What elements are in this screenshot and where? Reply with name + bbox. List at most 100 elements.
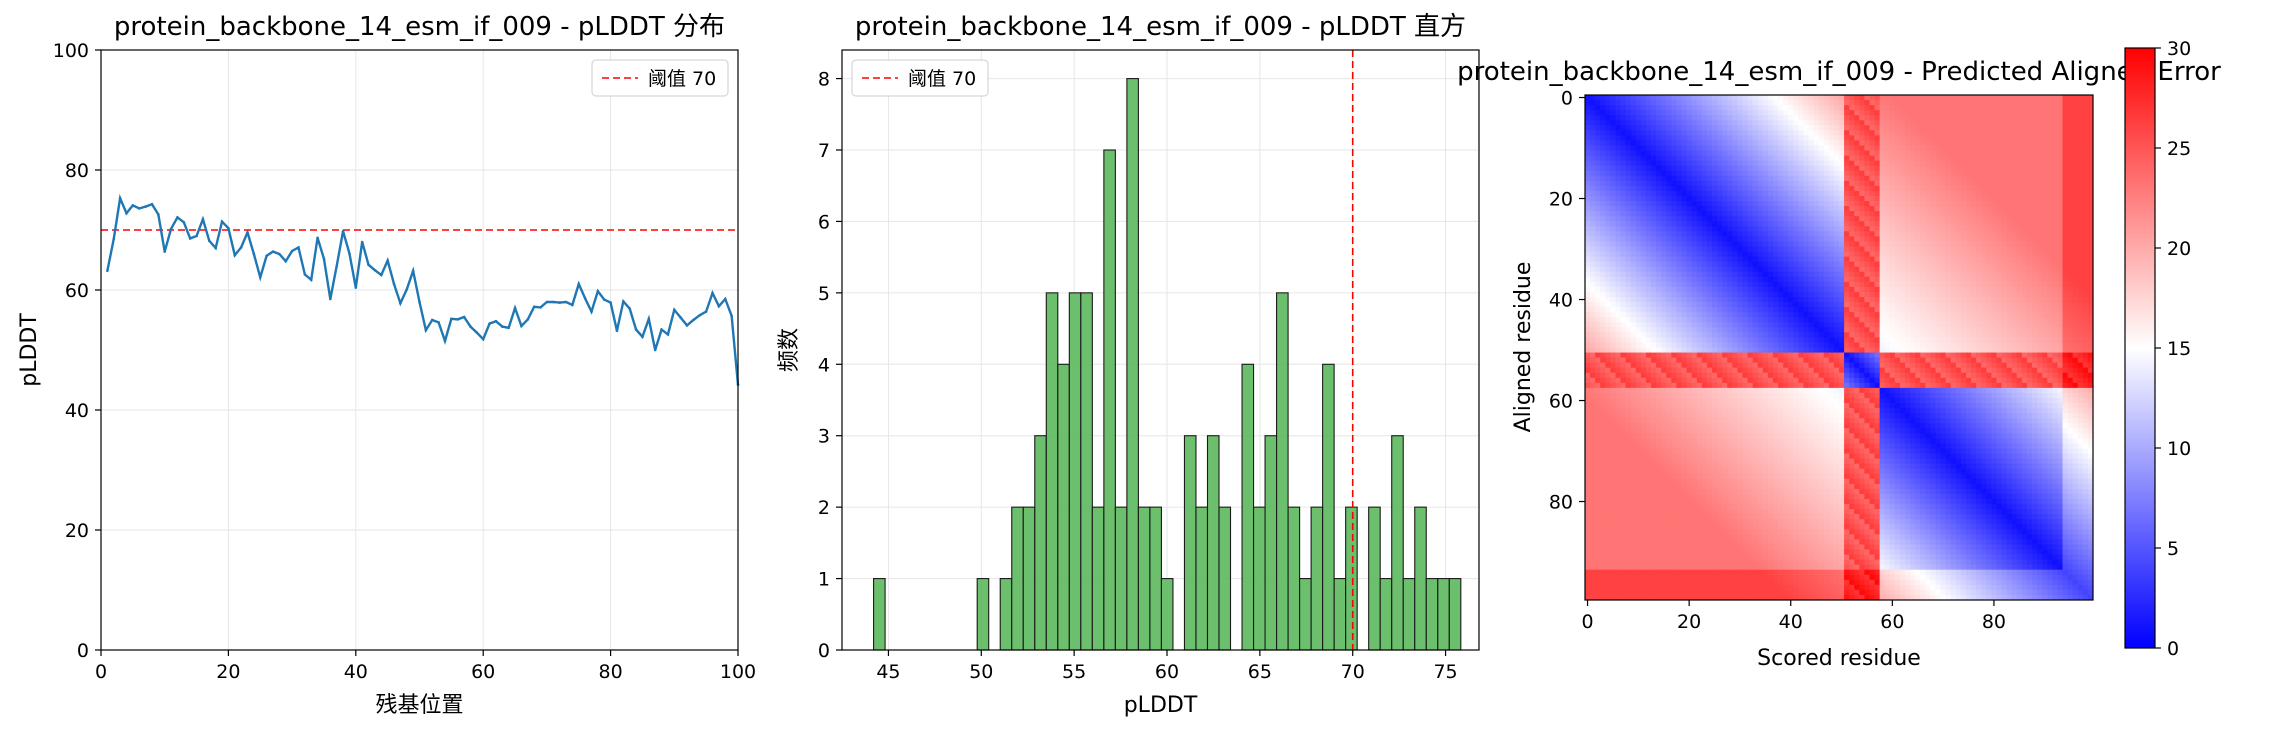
heatmap-cell	[2027, 140, 2032, 145]
plot-area	[101, 50, 738, 650]
heatmap-cell	[1610, 247, 1615, 252]
x-tick-label: 50	[969, 661, 993, 683]
heatmap-cell	[1986, 100, 1991, 105]
heatmap-cell	[1768, 327, 1773, 332]
heatmap-cell	[2017, 130, 2022, 135]
heatmap-cell	[1732, 125, 1737, 130]
heatmap-cell	[1803, 151, 1808, 156]
heatmap-cell	[1793, 317, 1798, 322]
heatmap-cell	[1605, 302, 1610, 307]
heatmap-cell	[1920, 262, 1925, 267]
heatmap-cell	[1621, 151, 1626, 156]
heatmap-cell	[1941, 181, 1946, 186]
heatmap-cell	[2073, 292, 2078, 297]
heatmap-cell	[1727, 120, 1732, 125]
heatmap-cell	[1727, 252, 1732, 257]
heatmap-cell	[1651, 211, 1656, 216]
heatmap-cell	[2063, 292, 2068, 297]
heatmap-cell	[2083, 272, 2088, 277]
heatmap-cell	[1661, 216, 1666, 221]
heatmap-cell	[1753, 206, 1758, 211]
heatmap-cell	[1996, 156, 2001, 161]
heatmap-cell	[1966, 206, 1971, 211]
heatmap-cell	[1702, 292, 1707, 297]
heatmap-cell	[1864, 211, 1869, 216]
heatmap-cell	[1737, 146, 1742, 151]
heatmap-cell	[2032, 146, 2037, 151]
heatmap-cell	[1605, 292, 1610, 297]
heatmap-cell	[1661, 257, 1666, 262]
heatmap-cell	[1880, 247, 1885, 252]
heatmap-cell	[2042, 140, 2047, 145]
heatmap-cell	[1702, 317, 1707, 322]
heatmap-cell	[1732, 156, 1737, 161]
heatmap-cell	[1880, 241, 1885, 246]
heatmap-cell	[2007, 257, 2012, 262]
heatmap-cell	[1595, 171, 1600, 176]
heatmap-cell	[1778, 186, 1783, 191]
heatmap-cell	[1778, 332, 1783, 337]
heatmap-cell	[1692, 297, 1697, 302]
line-point	[405, 288, 408, 291]
heatmap-cell	[2063, 247, 2068, 252]
heatmap-cell	[1875, 181, 1880, 186]
heatmap-cell	[1819, 146, 1824, 151]
heatmap-cell	[1849, 135, 1854, 140]
heatmap-cell	[1976, 247, 1981, 252]
heatmap-cell	[1651, 226, 1656, 231]
heatmap-cell	[1671, 176, 1676, 181]
heatmap-cell	[1605, 247, 1610, 252]
heatmap-cell	[1915, 191, 1920, 196]
heatmap-cell	[1778, 287, 1783, 292]
heatmap-cell	[2057, 201, 2062, 206]
heatmap-cell	[1910, 312, 1915, 317]
heatmap-cell	[1676, 252, 1681, 257]
heatmap-cell	[1824, 130, 1829, 135]
heatmap-cell	[2073, 327, 2078, 332]
heatmap-cell	[1646, 211, 1651, 216]
heatmap-cell	[1727, 171, 1732, 176]
heatmap-cell	[1859, 307, 1864, 312]
heatmap-cell	[1697, 206, 1702, 211]
heatmap-cell	[1631, 95, 1636, 100]
heatmap-cell	[2017, 191, 2022, 196]
heatmap-cell	[1859, 151, 1864, 156]
heatmap-cell	[2042, 211, 2047, 216]
line-point	[335, 265, 338, 268]
heatmap-cell	[1849, 247, 1854, 252]
heatmap-cell	[1920, 322, 1925, 327]
heatmap-cell	[1971, 130, 1976, 135]
heatmap-cell	[1595, 307, 1600, 312]
heatmap-cell	[1844, 262, 1849, 267]
heatmap-cell	[1839, 297, 1844, 302]
heatmap-cell	[1595, 191, 1600, 196]
heatmap-cell	[1803, 181, 1808, 186]
heatmap-cell	[1732, 216, 1737, 221]
heatmap-cell	[2037, 312, 2042, 317]
heatmap-cell	[1819, 206, 1824, 211]
heatmap-cell	[2057, 191, 2062, 196]
heatmap-cell	[1742, 156, 1747, 161]
heatmap-cell	[1819, 327, 1824, 332]
heatmap-cell	[1773, 125, 1778, 130]
heatmap-cell	[1671, 322, 1676, 327]
heatmap-cell	[1773, 327, 1778, 332]
heatmap-cell	[1798, 297, 1803, 302]
heatmap-cell	[1590, 171, 1595, 176]
heatmap-cell	[1915, 196, 1920, 201]
heatmap-cell	[1910, 115, 1915, 120]
heatmap-cell	[1707, 332, 1712, 337]
heatmap-cell	[2027, 287, 2032, 292]
heatmap-cell	[1859, 231, 1864, 236]
heatmap-cell	[1961, 161, 1966, 166]
heatmap-cell	[1859, 272, 1864, 277]
heatmap-cell	[1864, 302, 1869, 307]
heatmap-cell	[1778, 257, 1783, 262]
heatmap-cell	[1758, 221, 1763, 226]
heatmap-cell	[1717, 161, 1722, 166]
heatmap-cell	[2042, 146, 2047, 151]
heatmap-cell	[1763, 130, 1768, 135]
heatmap-cell	[1712, 297, 1717, 302]
heatmap-cell	[1585, 156, 1590, 161]
heatmap-cell	[1615, 105, 1620, 110]
